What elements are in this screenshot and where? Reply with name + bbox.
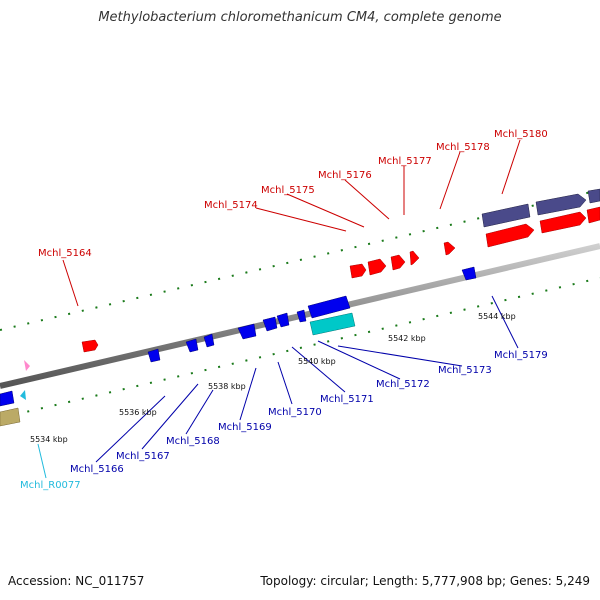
leader-line <box>277 361 293 405</box>
gene-arrow <box>586 206 600 224</box>
gene-label[interactable]: Mchl_5174 <box>204 200 258 211</box>
gene-arrow <box>461 266 477 281</box>
gene-arrow <box>409 250 420 266</box>
accession-text: Accession: NC_011757 <box>8 574 145 588</box>
leader-line <box>344 179 390 220</box>
rna-gene-labels: Mchl_R0077 <box>20 480 81 491</box>
forward-strand-genes <box>24 188 600 371</box>
kbp-tick-labels: 5534 kbp 5536 kbp 5538 kbp 5540 kbp 5542… <box>30 312 516 444</box>
gene-label[interactable]: Mchl_5166 <box>70 464 124 475</box>
leader-line <box>37 443 47 479</box>
kbp-label: 5542 kbp <box>388 334 426 343</box>
gene-arrow <box>276 312 290 328</box>
leader-line <box>337 345 463 367</box>
kbp-label: 5538 kbp <box>208 382 246 391</box>
leader-line <box>491 295 519 349</box>
gene-arrow <box>81 339 99 353</box>
gene-arrow <box>587 188 600 204</box>
leader-line <box>62 259 79 307</box>
gene-arrow <box>237 323 257 340</box>
gene-label[interactable]: Mchl_R0077 <box>20 480 81 491</box>
gene-arrow <box>203 333 215 348</box>
gene-label[interactable]: Mchl_5175 <box>261 185 315 196</box>
gene-label[interactable]: Mchl_5169 <box>218 422 272 433</box>
gene-label[interactable]: Mchl_5171 <box>320 394 374 405</box>
leader-line <box>185 389 214 435</box>
kbp-label: 5536 kbp <box>119 408 157 417</box>
forward-gene-labels: Mchl_5164 Mchl_5174 Mchl_5175 Mchl_5176 … <box>38 129 548 259</box>
gene-arrow <box>262 316 278 332</box>
reverse-strand-genes <box>0 266 477 427</box>
leader-line <box>239 367 257 421</box>
leader-line <box>286 193 365 228</box>
gene-arrow <box>443 241 456 256</box>
kbp-label: 5540 kbp <box>298 357 336 366</box>
gene-label[interactable]: Mchl_5172 <box>376 379 430 390</box>
kbp-label: 5544 kbp <box>478 312 516 321</box>
scale-track-upper <box>0 189 600 331</box>
leader-line <box>291 346 346 393</box>
gene-arrow <box>539 211 587 234</box>
gene-arrow <box>485 223 535 248</box>
gene-arrow <box>367 258 387 276</box>
gene-label[interactable]: Mchl_5164 <box>38 248 92 259</box>
gene-label[interactable]: Mchl_5178 <box>436 142 490 153</box>
reverse-gene-labels: Mchl_5166 Mchl_5167 Mchl_5168 Mchl_5169 … <box>70 350 548 475</box>
gene-label[interactable]: Mchl_5179 <box>494 350 548 361</box>
map-title: Methylobacterium chloromethanicum CM4, c… <box>98 10 502 25</box>
gene-label[interactable]: Mchl_5177 <box>378 156 432 167</box>
gene-arrow <box>20 390 26 400</box>
leader-line <box>95 395 166 463</box>
leader-line <box>317 340 401 380</box>
gene-arrow <box>349 263 367 279</box>
leader-line <box>501 139 521 195</box>
gene-arrow <box>535 193 587 216</box>
gene-label[interactable]: Mchl_5176 <box>318 170 372 181</box>
gene-arrow <box>24 360 30 371</box>
leader-line <box>439 151 461 210</box>
gene-label[interactable]: Mchl_5168 <box>166 436 220 447</box>
leader-line <box>255 207 347 232</box>
gene-label[interactable]: Mchl_5167 <box>116 451 170 462</box>
leader-line <box>141 383 199 450</box>
gene-arrow <box>481 203 531 228</box>
scale-track-lower <box>0 277 600 419</box>
gene-label[interactable]: Mchl_5170 <box>268 407 322 418</box>
gene-arrow <box>307 295 351 319</box>
gene-arrow <box>0 390 15 407</box>
gene-arrow <box>147 348 161 363</box>
leader-lines <box>37 139 521 479</box>
gene-arrow <box>309 312 356 336</box>
gene-arrow <box>296 309 307 323</box>
gene-arrow <box>390 254 406 271</box>
gene-arrow <box>0 407 21 427</box>
gene-label[interactable]: Mchl_5173 <box>438 365 492 376</box>
gene-arrow <box>185 338 199 353</box>
gene-label[interactable]: Mchl_5180 <box>494 129 548 140</box>
topology-text: Topology: circular; Length: 5,777,908 bp… <box>260 574 590 588</box>
kbp-label: 5534 kbp <box>30 435 68 444</box>
